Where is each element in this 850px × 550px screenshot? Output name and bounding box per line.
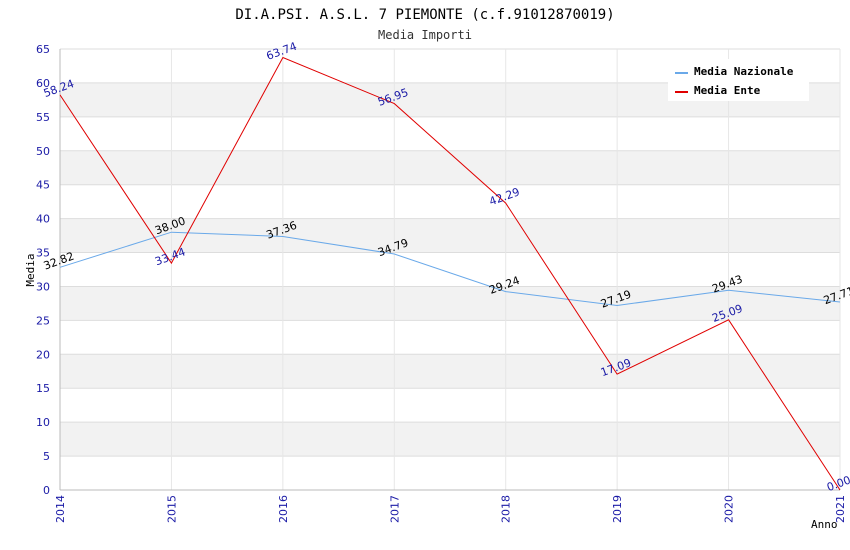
y-tick-label: 55: [36, 111, 50, 124]
series-line-media-nazionale: [59, 231, 841, 307]
axes: [59, 49, 840, 491]
x-tick-label: 2014: [54, 495, 67, 523]
y-axis-label: Media: [24, 253, 37, 286]
legend-label-media-ente: Media Ente: [694, 84, 761, 97]
y-tick-label: 10: [36, 416, 50, 429]
x-tick-label: 2017: [388, 495, 401, 523]
y-tick-label: 25: [36, 314, 50, 327]
y-tick-label: 15: [36, 382, 50, 395]
y-tick-label: 60: [36, 77, 50, 90]
y-tick-label: 20: [36, 348, 50, 361]
x-tick-label: 2015: [165, 495, 178, 523]
grid-band: [60, 150, 840, 185]
y-tick-label: 40: [36, 213, 50, 226]
y-tick-label: 65: [36, 43, 50, 56]
series-lines: [59, 56, 841, 491]
chart-title: DI.A.PSI. A.S.L. 7 PIEMONTE (c.f.9101287…: [235, 7, 614, 23]
x-tick-labels: 2014 2015 2016 2017 2018 2019 2020 2021: [54, 495, 847, 523]
x-tick-label: 2016: [277, 495, 290, 523]
x-tick-label: 2019: [611, 495, 624, 523]
y-tick-label: 0: [43, 484, 50, 497]
legend-box: [668, 59, 809, 101]
x-axis-label: Anno: [811, 518, 838, 531]
grid-band: [60, 218, 840, 253]
y-tick-label: 45: [36, 179, 50, 192]
y-tick-label: 30: [36, 280, 50, 293]
data-label: 42.29: [487, 185, 521, 208]
x-tick-label: 2021: [834, 495, 847, 523]
y-tick-label: 5: [43, 450, 50, 463]
chart-subtitle: Media Importi: [378, 28, 472, 42]
y-tick-label: 35: [36, 247, 50, 260]
x-tick-label: 2020: [723, 495, 736, 523]
x-tick-label: 2018: [500, 495, 513, 523]
legend-label-media-nazionale: Media Nazionale: [694, 65, 794, 78]
y-tick-labels: 0 5 10 15 20 25 30 35 40 45 50 55 60 65: [36, 43, 50, 497]
grid-band: [60, 286, 840, 321]
series-line-media-ente: [59, 56, 841, 491]
y-tick-label: 50: [36, 145, 50, 158]
grid-bands: [60, 82, 840, 457]
data-label: 0.00: [825, 473, 850, 494]
grid-band: [60, 422, 840, 457]
grid-band: [60, 354, 840, 389]
legend: Media Nazionale Media Ente: [668, 59, 809, 101]
